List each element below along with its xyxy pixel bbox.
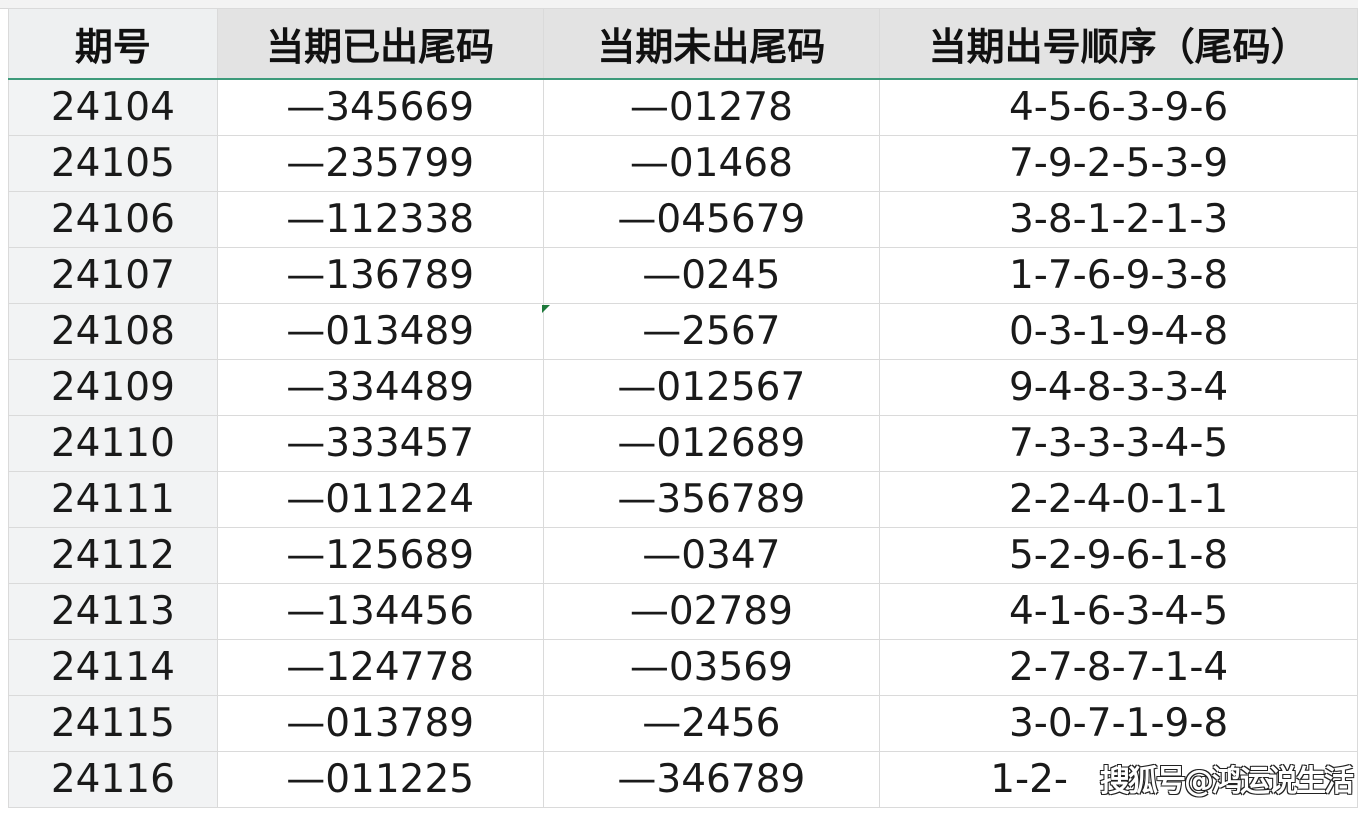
- table-cell[interactable]: 0-3-1-9-4-8: [879, 303, 1358, 360]
- table-cell[interactable]: —012689: [542, 415, 881, 472]
- table-row: 24112 —125689 —0347 5-2-9-6-1-8: [8, 527, 1358, 584]
- table-cell[interactable]: 24112: [8, 527, 218, 584]
- table-cell[interactable]: —356789: [542, 471, 881, 528]
- table-row: 24115 —013789 —2456 3-0-7-1-9-8: [8, 695, 1358, 752]
- cell-comment-marker: [542, 305, 550, 313]
- table-row: 24114 —124778 —03569 2-7-8-7-1-4: [8, 639, 1358, 696]
- table-cell[interactable]: 24111: [8, 471, 218, 528]
- table-cell[interactable]: 1-2-: [879, 751, 1358, 808]
- table-cell[interactable]: 1-7-6-9-3-8: [879, 247, 1358, 304]
- table-row: 24107 —136789 —0245 1-7-6-9-3-8: [8, 247, 1358, 304]
- column-header[interactable]: 当期出号顺序（尾码）: [879, 8, 1358, 80]
- table-cell[interactable]: —345669: [216, 78, 544, 136]
- table-cell[interactable]: —01468: [542, 135, 881, 192]
- table-row: 24111 —011224 —356789 2-2-4-0-1-1: [8, 471, 1358, 528]
- table-cell[interactable]: 24110: [8, 415, 218, 472]
- table-cell[interactable]: 7-9-2-5-3-9: [879, 135, 1358, 192]
- table-cell[interactable]: 5-2-9-6-1-8: [879, 527, 1358, 584]
- table-row: 24108 —013489 —2567 0-3-1-9-4-8: [8, 303, 1358, 360]
- table-cell[interactable]: —011224: [216, 471, 544, 528]
- column-header[interactable]: 当期已出尾码: [216, 8, 544, 80]
- table-cell[interactable]: 24115: [8, 695, 218, 752]
- header-row: 期号 当期已出尾码 当期未出尾码 当期出号顺序（尾码）: [8, 8, 1358, 80]
- table-cell[interactable]: 24105: [8, 135, 218, 192]
- table-cell[interactable]: 9-4-8-3-3-4: [879, 359, 1358, 416]
- table-cell[interactable]: 3-0-7-1-9-8: [879, 695, 1358, 752]
- table-cell[interactable]: 24108: [8, 303, 218, 360]
- table-cell[interactable]: 24106: [8, 191, 218, 248]
- table-cell[interactable]: 2-2-4-0-1-1: [879, 471, 1358, 528]
- table-cell[interactable]: —03569: [542, 639, 881, 696]
- table-cell[interactable]: —134456: [216, 583, 544, 640]
- table-cell[interactable]: 24113: [8, 583, 218, 640]
- table-cell[interactable]: —011225: [216, 751, 544, 808]
- column-header[interactable]: 当期未出尾码: [542, 8, 881, 80]
- table-cell[interactable]: —0347: [542, 527, 881, 584]
- table-cell[interactable]: 7-3-3-3-4-5: [879, 415, 1358, 472]
- table-cell[interactable]: 24116: [8, 751, 218, 808]
- table-row: 24113 —134456 —02789 4-1-6-3-4-5: [8, 583, 1358, 640]
- table-cell[interactable]: 4-5-6-3-9-6: [879, 78, 1358, 136]
- table-row: 24110 —333457 —012689 7-3-3-3-4-5: [8, 415, 1358, 472]
- table-cell[interactable]: 24107: [8, 247, 218, 304]
- watermark: 搜狐号@鸿运说生活: [1100, 764, 1354, 799]
- table-cell[interactable]: —124778: [216, 639, 544, 696]
- column-header[interactable]: 期号: [8, 8, 218, 80]
- table-cell[interactable]: —125689: [216, 527, 544, 584]
- table-cell[interactable]: —346789: [542, 751, 881, 808]
- table-cell[interactable]: —2456: [542, 695, 881, 752]
- table-cell[interactable]: 24109: [8, 359, 218, 416]
- table-cell[interactable]: —333457: [216, 415, 544, 472]
- table-cell[interactable]: —02789: [542, 583, 881, 640]
- table-cell[interactable]: —136789: [216, 247, 544, 304]
- table-row: 24105 —235799 —01468 7-9-2-5-3-9: [8, 135, 1358, 192]
- table-cell[interactable]: —045679: [542, 191, 881, 248]
- table-row: 24109 —334489 —012567 9-4-8-3-3-4: [8, 359, 1358, 416]
- table-cell[interactable]: 4-1-6-3-4-5: [879, 583, 1358, 640]
- table-cell[interactable]: —0245: [542, 247, 881, 304]
- spreadsheet-table: 期号 当期已出尾码 当期未出尾码 当期出号顺序（尾码） 24104 —345669 —01…: [8, 8, 1358, 808]
- table-cell[interactable]: —013789: [216, 695, 544, 752]
- table-row: 24104 —345669 —01278 4-5-6-3-9-6: [8, 78, 1358, 136]
- table-cell[interactable]: 24104: [8, 78, 218, 136]
- table-cell[interactable]: 2-7-8-7-1-4: [879, 639, 1358, 696]
- table-cell[interactable]: —01278: [542, 78, 881, 136]
- table-cell[interactable]: 24114: [8, 639, 218, 696]
- table-cell[interactable]: —112338: [216, 191, 544, 248]
- table-cell[interactable]: —235799: [216, 135, 544, 192]
- table-cell[interactable]: —013489: [216, 303, 544, 360]
- table-row: 24116 —011225 —346789 1-2-: [8, 751, 1358, 808]
- table-cell[interactable]: 3-8-1-2-1-3: [879, 191, 1358, 248]
- table-row: 24106 —112338 —045679 3-8-1-2-1-3: [8, 191, 1358, 248]
- table-cell[interactable]: —2567: [542, 303, 881, 360]
- table-cell[interactable]: —012567: [542, 359, 881, 416]
- table-cell[interactable]: —334489: [216, 359, 544, 416]
